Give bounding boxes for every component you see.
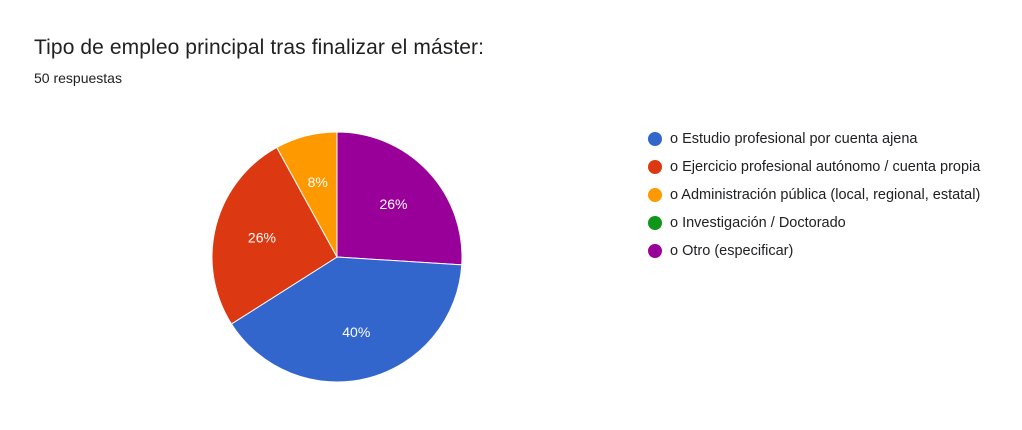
legend-swatch <box>648 244 662 258</box>
pie-slice[interactable] <box>230 256 463 383</box>
legend-label: o Administración pública (local, regiona… <box>670 187 981 203</box>
pie-chart: 26% 40% 26% 8% <box>211 131 463 383</box>
slice-percent-label: 26% <box>248 230 276 246</box>
legend-label: o Otro (especificar) <box>670 243 794 259</box>
legend-item[interactable]: o Administración pública (local, regiona… <box>648 184 993 206</box>
legend-item[interactable]: o Estudio profesional por cuenta ajena <box>648 128 993 150</box>
legend-swatch <box>648 188 662 202</box>
legend-swatch <box>648 216 662 230</box>
slice-percent-label: 8% <box>308 174 328 190</box>
slice-percent-label: 40% <box>342 324 370 340</box>
legend-swatch <box>648 160 662 174</box>
legend-label: o Estudio profesional por cuenta ajena <box>670 131 918 147</box>
pie-slice[interactable] <box>211 146 338 325</box>
pie-slice[interactable] <box>276 131 338 258</box>
response-count: 50 respuestas <box>34 70 122 86</box>
slice-percent-label: 26% <box>379 196 407 212</box>
legend-item[interactable]: o Ejercicio profesional autónomo / cuent… <box>648 156 993 178</box>
chart-title: Tipo de empleo principal tras finalizar … <box>34 36 485 59</box>
legend-label: o Investigación / Doctorado <box>670 215 846 231</box>
legend-item[interactable]: o Otro (especificar) <box>648 240 993 262</box>
legend: o Estudio profesional por cuenta ajena o… <box>648 128 993 268</box>
legend-item[interactable]: o Investigación / Doctorado <box>648 212 993 234</box>
legend-swatch <box>648 132 662 146</box>
legend-label: o Ejercicio profesional autónomo / cuent… <box>670 159 981 175</box>
pie-slice[interactable] <box>336 131 463 266</box>
